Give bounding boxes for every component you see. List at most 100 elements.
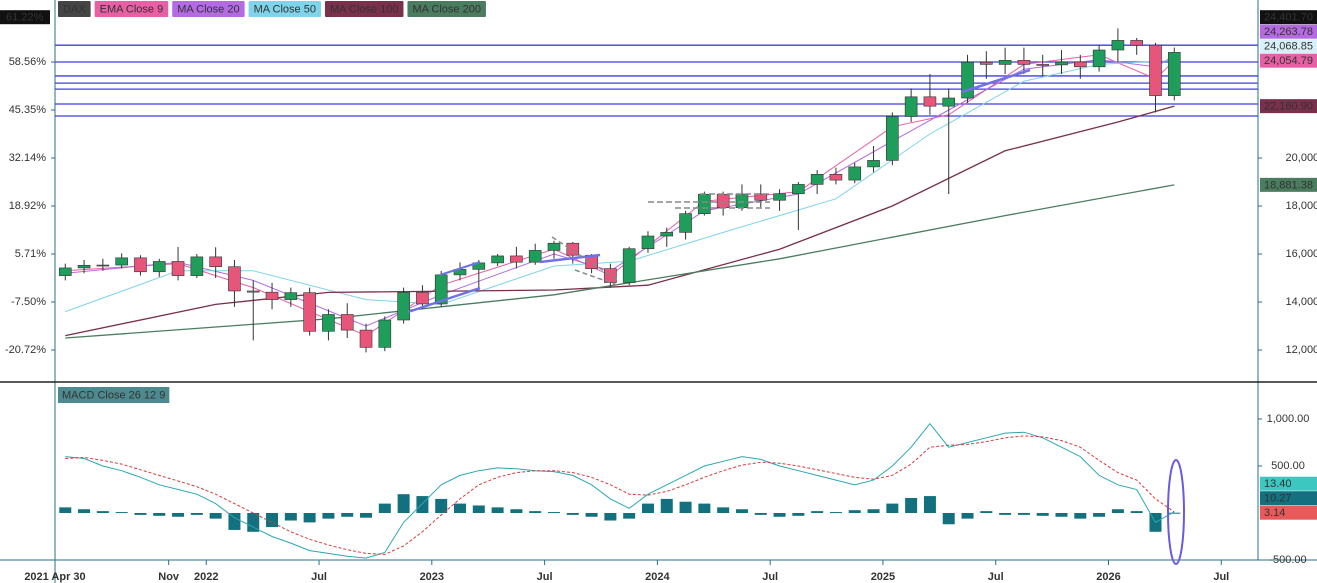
legend-box bbox=[324, 1, 404, 17]
candle-body bbox=[792, 184, 805, 195]
histogram-bar bbox=[735, 509, 748, 514]
legend-box bbox=[94, 1, 169, 17]
ma-line bbox=[65, 184, 1175, 339]
histogram-bar bbox=[999, 513, 1012, 515]
histogram-bar bbox=[811, 511, 824, 514]
histogram-bar bbox=[491, 507, 504, 514]
x-tick-label: Nov bbox=[158, 571, 180, 583]
x-tick-label: 2023 bbox=[420, 571, 444, 583]
candle-body bbox=[58, 267, 72, 276]
value-badge-label: 24,263.78 bbox=[1264, 26, 1313, 38]
candle-body bbox=[867, 160, 880, 168]
candle-body bbox=[340, 314, 354, 331]
legend-label: MA Close 100 bbox=[330, 3, 398, 15]
histogram-bar bbox=[454, 503, 467, 514]
percent-badge bbox=[0, 10, 50, 25]
candle-body bbox=[660, 232, 674, 237]
histogram-bar bbox=[228, 513, 241, 530]
candle-body bbox=[322, 314, 335, 332]
candle-body bbox=[1149, 44, 1162, 96]
x-tick-label: 2021 Apr 30 bbox=[24, 571, 85, 583]
candle-body bbox=[228, 266, 241, 292]
candle-body bbox=[1074, 61, 1087, 68]
candle-body bbox=[1167, 52, 1181, 96]
trend-line bbox=[539, 253, 601, 264]
histogram-bar bbox=[773, 513, 786, 517]
histogram-bar bbox=[247, 513, 260, 532]
candle-body bbox=[773, 193, 786, 201]
candle-body bbox=[397, 292, 410, 321]
x-tick-label: Jul bbox=[537, 571, 553, 583]
value-badge bbox=[1260, 177, 1317, 192]
percent-badge-label: 61.22% bbox=[6, 12, 44, 24]
candle-body bbox=[942, 97, 956, 107]
x-tick-label: 2022 bbox=[194, 571, 218, 583]
histogram-bar bbox=[923, 496, 936, 514]
histogram-bar bbox=[980, 511, 993, 514]
histogram-bar bbox=[1130, 511, 1143, 514]
value-badge bbox=[1260, 491, 1317, 506]
candle-body bbox=[848, 166, 862, 181]
x-tick-label: 2025 bbox=[871, 571, 895, 583]
histogram-bar bbox=[134, 513, 147, 515]
x-tick-label: 2026 bbox=[1096, 571, 1120, 583]
value-badge bbox=[1260, 476, 1317, 491]
histogram-bar bbox=[322, 513, 335, 519]
value-badge bbox=[1260, 99, 1317, 114]
legend-box bbox=[407, 1, 486, 17]
legend-box bbox=[58, 1, 91, 17]
histogram-bar bbox=[641, 503, 654, 514]
candle-body bbox=[152, 261, 166, 273]
histogram-bar bbox=[1017, 513, 1030, 515]
candle-body bbox=[416, 292, 429, 305]
histogram-bar bbox=[698, 503, 711, 514]
histogram-bar bbox=[754, 513, 767, 515]
macd-y-tick-label: 1,000.00 bbox=[1267, 413, 1310, 425]
x-tick-label: 2024 bbox=[645, 571, 670, 583]
histogram-bar bbox=[378, 503, 391, 514]
histogram-bar bbox=[209, 513, 222, 519]
legend-label: MA Close 20 bbox=[177, 3, 239, 15]
candle-body bbox=[115, 257, 128, 266]
histogram-bar bbox=[529, 511, 542, 514]
candle-body bbox=[134, 257, 147, 273]
histogram-bar bbox=[848, 510, 861, 514]
candle-body bbox=[246, 290, 260, 293]
histogram-bar bbox=[153, 513, 166, 516]
histogram-bar bbox=[1036, 513, 1049, 516]
candle-body bbox=[1055, 61, 1068, 66]
highlight-ellipse bbox=[1167, 459, 1185, 565]
candle-body bbox=[641, 235, 655, 250]
legend-box bbox=[248, 1, 321, 17]
drawings bbox=[407, 68, 1185, 565]
histogram-bar bbox=[566, 513, 579, 515]
histogram-bar bbox=[942, 513, 955, 525]
candle-body bbox=[980, 61, 993, 65]
histogram-bar bbox=[1111, 509, 1124, 514]
candle-body bbox=[1092, 49, 1106, 68]
histogram-bar bbox=[115, 512, 128, 514]
x-tick-label: Jul bbox=[762, 571, 778, 583]
candle-body bbox=[1130, 40, 1143, 46]
value-badge bbox=[1260, 53, 1317, 68]
candle-body bbox=[810, 174, 824, 185]
value-badge-label: 10.27 bbox=[1264, 493, 1292, 505]
y2-tick-label: -7.50% bbox=[11, 296, 46, 308]
legend-label: MA Close 200 bbox=[412, 3, 480, 15]
histogram-bar bbox=[96, 511, 109, 514]
x-tick-label: Jul bbox=[988, 571, 1004, 583]
candle-body bbox=[510, 255, 523, 263]
candle-body bbox=[209, 256, 222, 268]
dashed-line bbox=[551, 236, 619, 281]
histogram-bar bbox=[867, 509, 880, 514]
candle-body bbox=[303, 292, 316, 332]
candle-body bbox=[566, 242, 580, 256]
histogram-bar bbox=[190, 513, 203, 515]
y-tick-label: 12,000.00 bbox=[1286, 344, 1317, 356]
candle-body bbox=[491, 255, 504, 264]
y-tick-label: 18,000.00 bbox=[1286, 200, 1317, 212]
histogram-bar bbox=[341, 513, 354, 517]
y-tick-label: 16,000.00 bbox=[1286, 248, 1317, 260]
histogram-bar bbox=[435, 498, 448, 514]
